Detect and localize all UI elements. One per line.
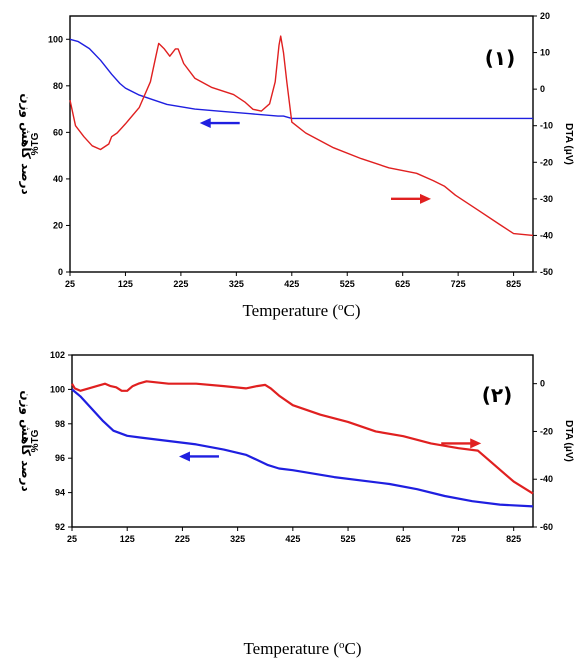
p1-y-right-tick-label: 20 (540, 11, 550, 21)
p2-x-tick-label: 825 (506, 534, 521, 544)
p2-tg-series-line (71, 388, 534, 508)
p2-x-tick-label: 425 (285, 534, 300, 544)
p1-x-tick-label: 725 (451, 279, 466, 289)
p2-y-left-tick-label: 100 (50, 384, 65, 394)
p2-y-right-tick-label: -60 (540, 522, 553, 532)
p1-x-tick-label: 525 (340, 279, 355, 289)
p1-y-left-title: %TG (30, 132, 41, 155)
p1-dta-arrow-head (420, 193, 432, 204)
p1-y-right-tick-label: -50 (540, 267, 553, 277)
p2-x-tick-label: 525 (341, 534, 356, 544)
p2-y-left-tick-label: 98 (55, 419, 65, 429)
p1-y-right-tick-label: -40 (540, 230, 553, 240)
p1-y-left-tick-label: 80 (53, 81, 63, 91)
p2-x-axis-title: Temperature (oC) (243, 639, 361, 658)
p2-x-tick-label: 25 (67, 534, 77, 544)
p2-y-left-title: %TG (30, 429, 41, 452)
p1-x-axis-title: Temperature (oC) (242, 301, 360, 320)
p1-y-right-tick-label: 10 (540, 48, 550, 58)
p1-plot-frame (69, 15, 534, 273)
p1-dta-series-line (69, 35, 534, 237)
p1-y-left-tick-label: 100 (48, 34, 63, 44)
p1-tg-series-line (69, 38, 533, 120)
p1-y-right-title: DTA (μV) (563, 123, 574, 165)
p1-x-tick-label: 625 (395, 279, 410, 289)
p2-plot-frame (71, 354, 534, 528)
p1-x-tick-label: 425 (284, 279, 299, 289)
p2-x-tick-label: 325 (230, 534, 245, 544)
p1-x-tick-label: 825 (506, 279, 521, 289)
p2-tg-arrow-head (178, 451, 190, 462)
p2-y-right-tick-label: -20 (540, 426, 553, 436)
p1-tg-arrow-head (199, 118, 211, 129)
p2-x-tick-label: 225 (175, 534, 190, 544)
p1-y-left-tick-label: 20 (53, 220, 63, 230)
p2-dta-series-line (71, 380, 534, 495)
p1-y-right-tick-label: 0 (540, 84, 545, 94)
p2-panel-label: (۲) (482, 383, 513, 407)
p1-panel-label: (۱) (485, 46, 516, 70)
p1-x-tick-label: 225 (173, 279, 188, 289)
p2-x-tick-label: 725 (451, 534, 466, 544)
p2-y-right-tick-label: -40 (540, 474, 553, 484)
p2-y-left-title-fa: درصد کاهش وزن (18, 390, 33, 491)
p2-y-left-tick-label: 96 (55, 453, 65, 463)
p1-y-right-tick-label: -10 (540, 121, 553, 131)
p1-x-tick-label: 25 (65, 279, 75, 289)
p2-y-left-tick-label: 92 (55, 522, 65, 532)
p1-y-left-tick-label: 40 (53, 174, 63, 184)
p2-dta-arrow-head (470, 438, 482, 449)
p1-y-left-title-fa: درصد کاهش وزن (18, 93, 33, 194)
p1-y-right-tick-label: -30 (540, 194, 553, 204)
p1-x-tick-label: 125 (118, 279, 133, 289)
p1-y-left-tick-label: 60 (53, 127, 63, 137)
p2-y-left-tick-label: 94 (55, 488, 65, 498)
p2-y-left-tick-label: 102 (50, 350, 65, 360)
p1-y-left-tick-label: 0 (58, 267, 63, 277)
p2-y-right-tick-label: 0 (540, 379, 545, 389)
p2-x-tick-label: 625 (396, 534, 411, 544)
p2-x-tick-label: 125 (120, 534, 135, 544)
p2-y-right-title: DTA (μV) (563, 420, 574, 462)
p1-x-tick-label: 325 (229, 279, 244, 289)
p1-y-right-tick-label: -20 (540, 157, 553, 167)
